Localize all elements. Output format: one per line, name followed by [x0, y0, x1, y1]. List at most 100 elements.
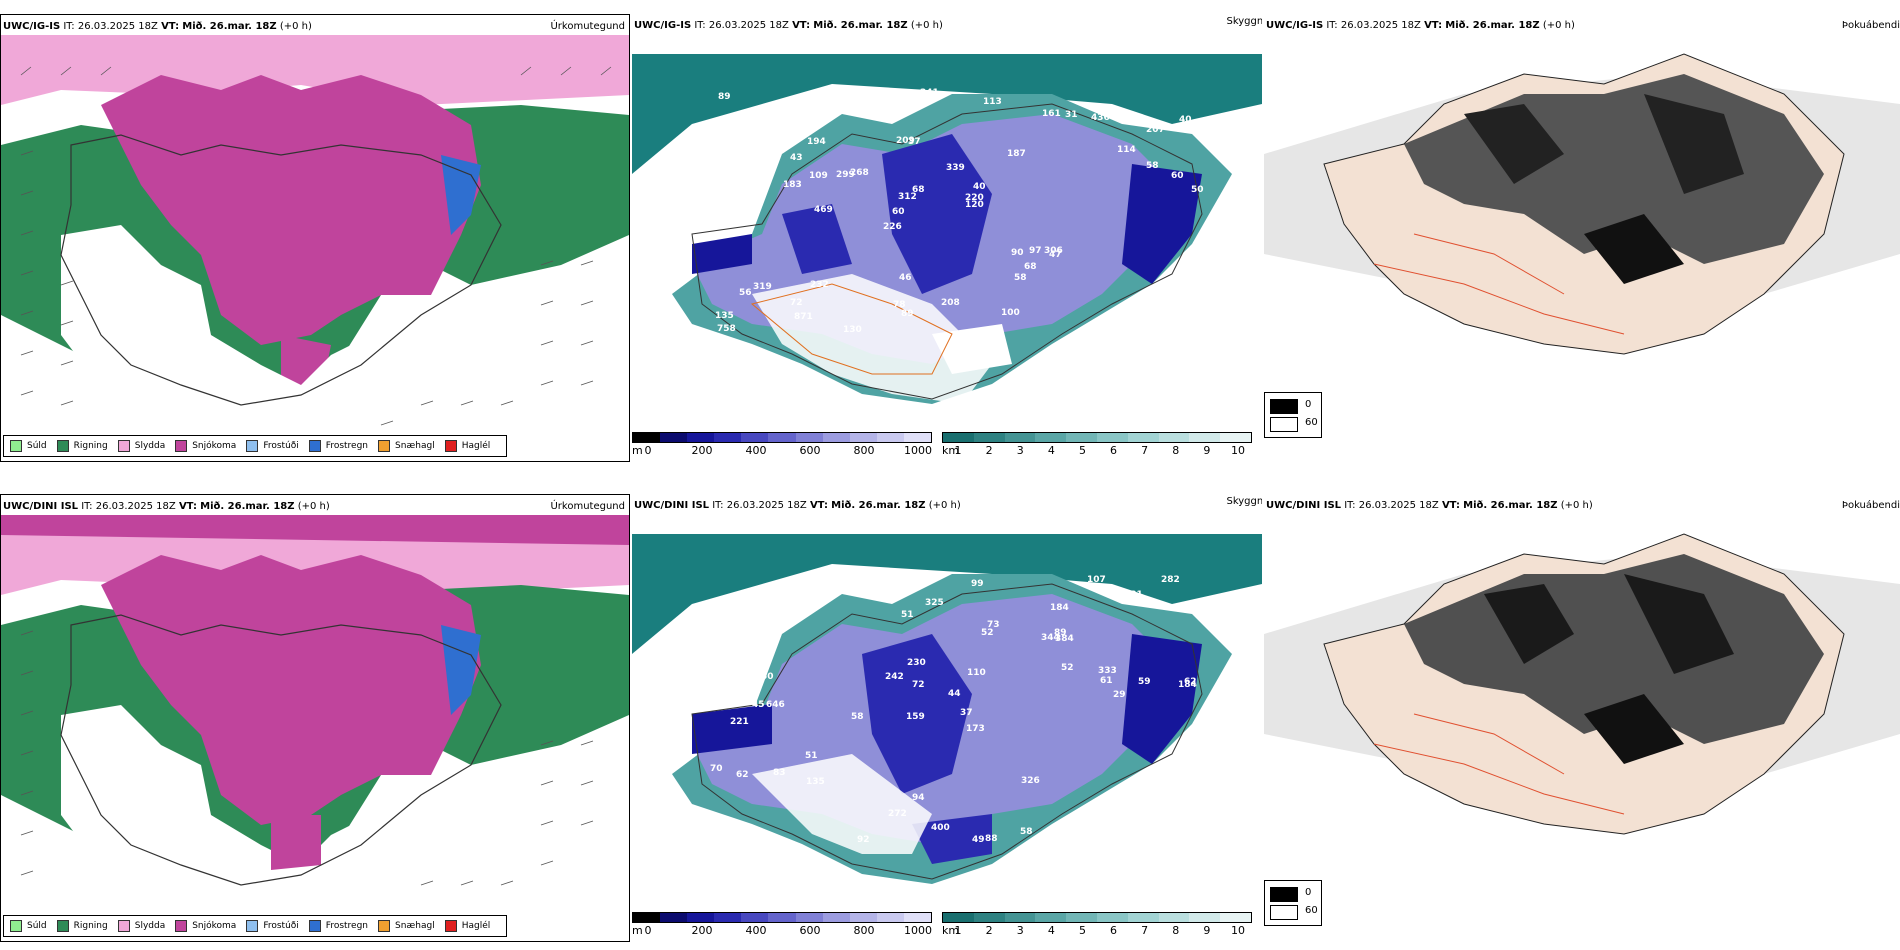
fog-panel-top: UWC/IG-IS IT: 26.03.2025 18Z VT: Mið. 26… — [1264, 14, 1900, 462]
colorbar-tick: 2 — [985, 444, 993, 457]
colorbar-swatch — [1035, 913, 1067, 922]
legend-item: Snæhagl — [378, 920, 435, 932]
colorbar-tick: 10 — [1231, 444, 1245, 457]
ceiling-value-label: 299 — [836, 170, 855, 180]
colorbar-swatch — [822, 433, 850, 442]
ceiling-value-label: 90 — [1011, 248, 1024, 258]
ceiling-value-label: 436 — [1091, 113, 1110, 123]
visibility-map: 288 163 207 226 187 209 339 319 268 758 871 37 40 47 7… — [632, 34, 1262, 424]
colorbar-tick: 1000 — [904, 924, 932, 937]
colorbar-tick: 5 — [1078, 924, 1086, 937]
ceiling-value-label: 400 — [931, 823, 950, 833]
precip-type-map — [1, 35, 629, 435]
colorbar-swatch — [795, 433, 823, 442]
ceiling-value-label: 646 — [766, 700, 785, 710]
ceiling-value-label: 40 — [973, 182, 986, 192]
legend-item: Frostregn — [308, 920, 368, 932]
precip-type-panel-bottom: UWC/DINI ISL IT: 26.03.2025 18Z VT: Mið.… — [0, 494, 630, 942]
ceiling-value-label: 68 — [1024, 262, 1037, 272]
ceiling-value-label: 53 — [1104, 795, 1117, 805]
ceiling-colorbar: m 0 200 400 600 800 1000 — [632, 432, 932, 458]
colorbar-swatch — [768, 433, 796, 442]
colorbar-swatch — [1158, 433, 1190, 442]
colorbar-swatch — [903, 433, 932, 442]
ceiling-value-label: 384 — [1055, 634, 1074, 644]
ceiling-value-label: 272 — [888, 809, 907, 819]
colorbar-swatch — [687, 913, 715, 922]
colorbar-swatch — [660, 433, 688, 442]
ceiling-value-label: 43 — [790, 153, 803, 163]
legend-item: Haglél — [444, 440, 490, 452]
legend-item: Frostúði — [246, 920, 299, 932]
ceiling-value-label: 60 — [892, 207, 905, 217]
colorbar-tick: 200 — [691, 924, 713, 937]
colorbar-tick: 3 — [1016, 444, 1024, 457]
ceiling-value-label: 46 — [899, 273, 912, 283]
ceiling-value-label: 84 — [705, 648, 718, 658]
visibility-colorbar: km 1 2 3 4 5 6 7 8 9 10 — [942, 432, 1252, 458]
ceiling-value-label: 52 — [1061, 663, 1074, 673]
ceiling-value-label: 326 — [1021, 776, 1040, 786]
colorbar-tick: 1 — [954, 444, 962, 457]
panel-title: Þokuábendi — [1841, 20, 1900, 31]
ceiling-value-label: 79 — [709, 170, 722, 180]
ceiling-value-label: 114 — [1117, 145, 1136, 155]
colorbar-swatch — [1158, 913, 1190, 922]
colorbar-swatch — [943, 913, 974, 922]
ceiling-value-label: 208 — [941, 298, 960, 308]
ceiling-value-label: 58 — [1146, 161, 1159, 171]
ceiling-value-label: 209 — [896, 136, 915, 146]
ceiling-value-label: 135 — [806, 777, 825, 787]
ceiling-value-label: 319 — [753, 282, 772, 292]
ceiling-value-label: 89 — [901, 309, 914, 319]
ceiling-value-label: 194 — [807, 137, 826, 147]
panel-title: Skyggni — [1226, 496, 1262, 507]
colorbar-unit: m — [632, 924, 643, 937]
ceiling-value-label: 37 — [908, 137, 921, 147]
ceiling-value-label: 69 — [742, 661, 755, 671]
colorbar-swatch — [1004, 433, 1036, 442]
ceiling-value-label: 241 — [920, 88, 939, 98]
fog-legend: 0 60 — [1264, 880, 1322, 926]
ceiling-value-label: 68 — [912, 185, 925, 195]
ceiling-value-label: 159 — [875, 103, 894, 113]
fog-map — [1264, 514, 1900, 854]
visibility-colorbar: km 1 2 3 4 5 6 7 8 9 10 — [942, 912, 1252, 938]
ceiling-value-label: 109 — [809, 171, 828, 181]
panel-header: UWC/IG-IS IT: 26.03.2025 18Z VT: Mið. 26… — [1266, 20, 1575, 31]
colorbar-tick: 8 — [1172, 924, 1180, 937]
panel-header: UWC/DINI ISL IT: 26.03.2025 18Z VT: Mið.… — [1266, 500, 1593, 511]
colorbar-tick: 600 — [799, 924, 821, 937]
colorbar-tick: 2 — [985, 924, 993, 937]
ceiling-value-label: 50 — [1191, 185, 1204, 195]
ceiling-value-label: 871 — [794, 312, 813, 322]
colorbar-swatch — [849, 433, 877, 442]
colorbar-tick: 3 — [1016, 924, 1024, 937]
colorbar-swatch — [1127, 433, 1159, 442]
ceiling-value-label: 59 — [1138, 677, 1151, 687]
ceiling-value-label: 100 — [1001, 308, 1020, 318]
colorbar-tick: 4 — [1047, 924, 1055, 937]
colorbar-tick: 4 — [1047, 444, 1055, 457]
ceiling-value-label: 120 — [965, 200, 984, 210]
ceiling-value-label: 268 — [850, 168, 869, 178]
panel-header: UWC/IG-IS IT: 26.03.2025 18Z VT: Mið. 26… — [634, 20, 943, 31]
ceiling-value-label: 344 — [1041, 633, 1060, 643]
colorbar-swatch — [633, 913, 661, 922]
colorbar-tick: 8 — [1172, 444, 1180, 457]
ceiling-value-label: 52 — [981, 628, 994, 638]
ceiling-value-label: 47 — [1049, 250, 1062, 260]
ceiling-value-label: 230 — [907, 658, 926, 668]
colorbar-swatch — [1066, 433, 1097, 442]
ceiling-value-label: 72 — [912, 680, 925, 690]
ceiling-value-label: 159 — [906, 712, 925, 722]
ceiling-value-label: 207 — [1146, 125, 1165, 135]
ceiling-value-label: 226 — [883, 222, 902, 232]
ceiling-value-label: 45 — [752, 700, 765, 710]
legend-item: Rigning — [56, 440, 108, 452]
ceiling-value-label: 29 — [1113, 690, 1126, 700]
ceiling-value-label: 220 — [965, 193, 984, 203]
visibility-panel-top: UWC/IG-IS IT: 26.03.2025 18Z VT: Mið. 26… — [632, 14, 1262, 462]
precip-type-legend: Súld Rigning Slydda Snjókoma Frostúði Fr… — [3, 915, 508, 937]
fog-legend: 0 60 — [1264, 392, 1322, 438]
